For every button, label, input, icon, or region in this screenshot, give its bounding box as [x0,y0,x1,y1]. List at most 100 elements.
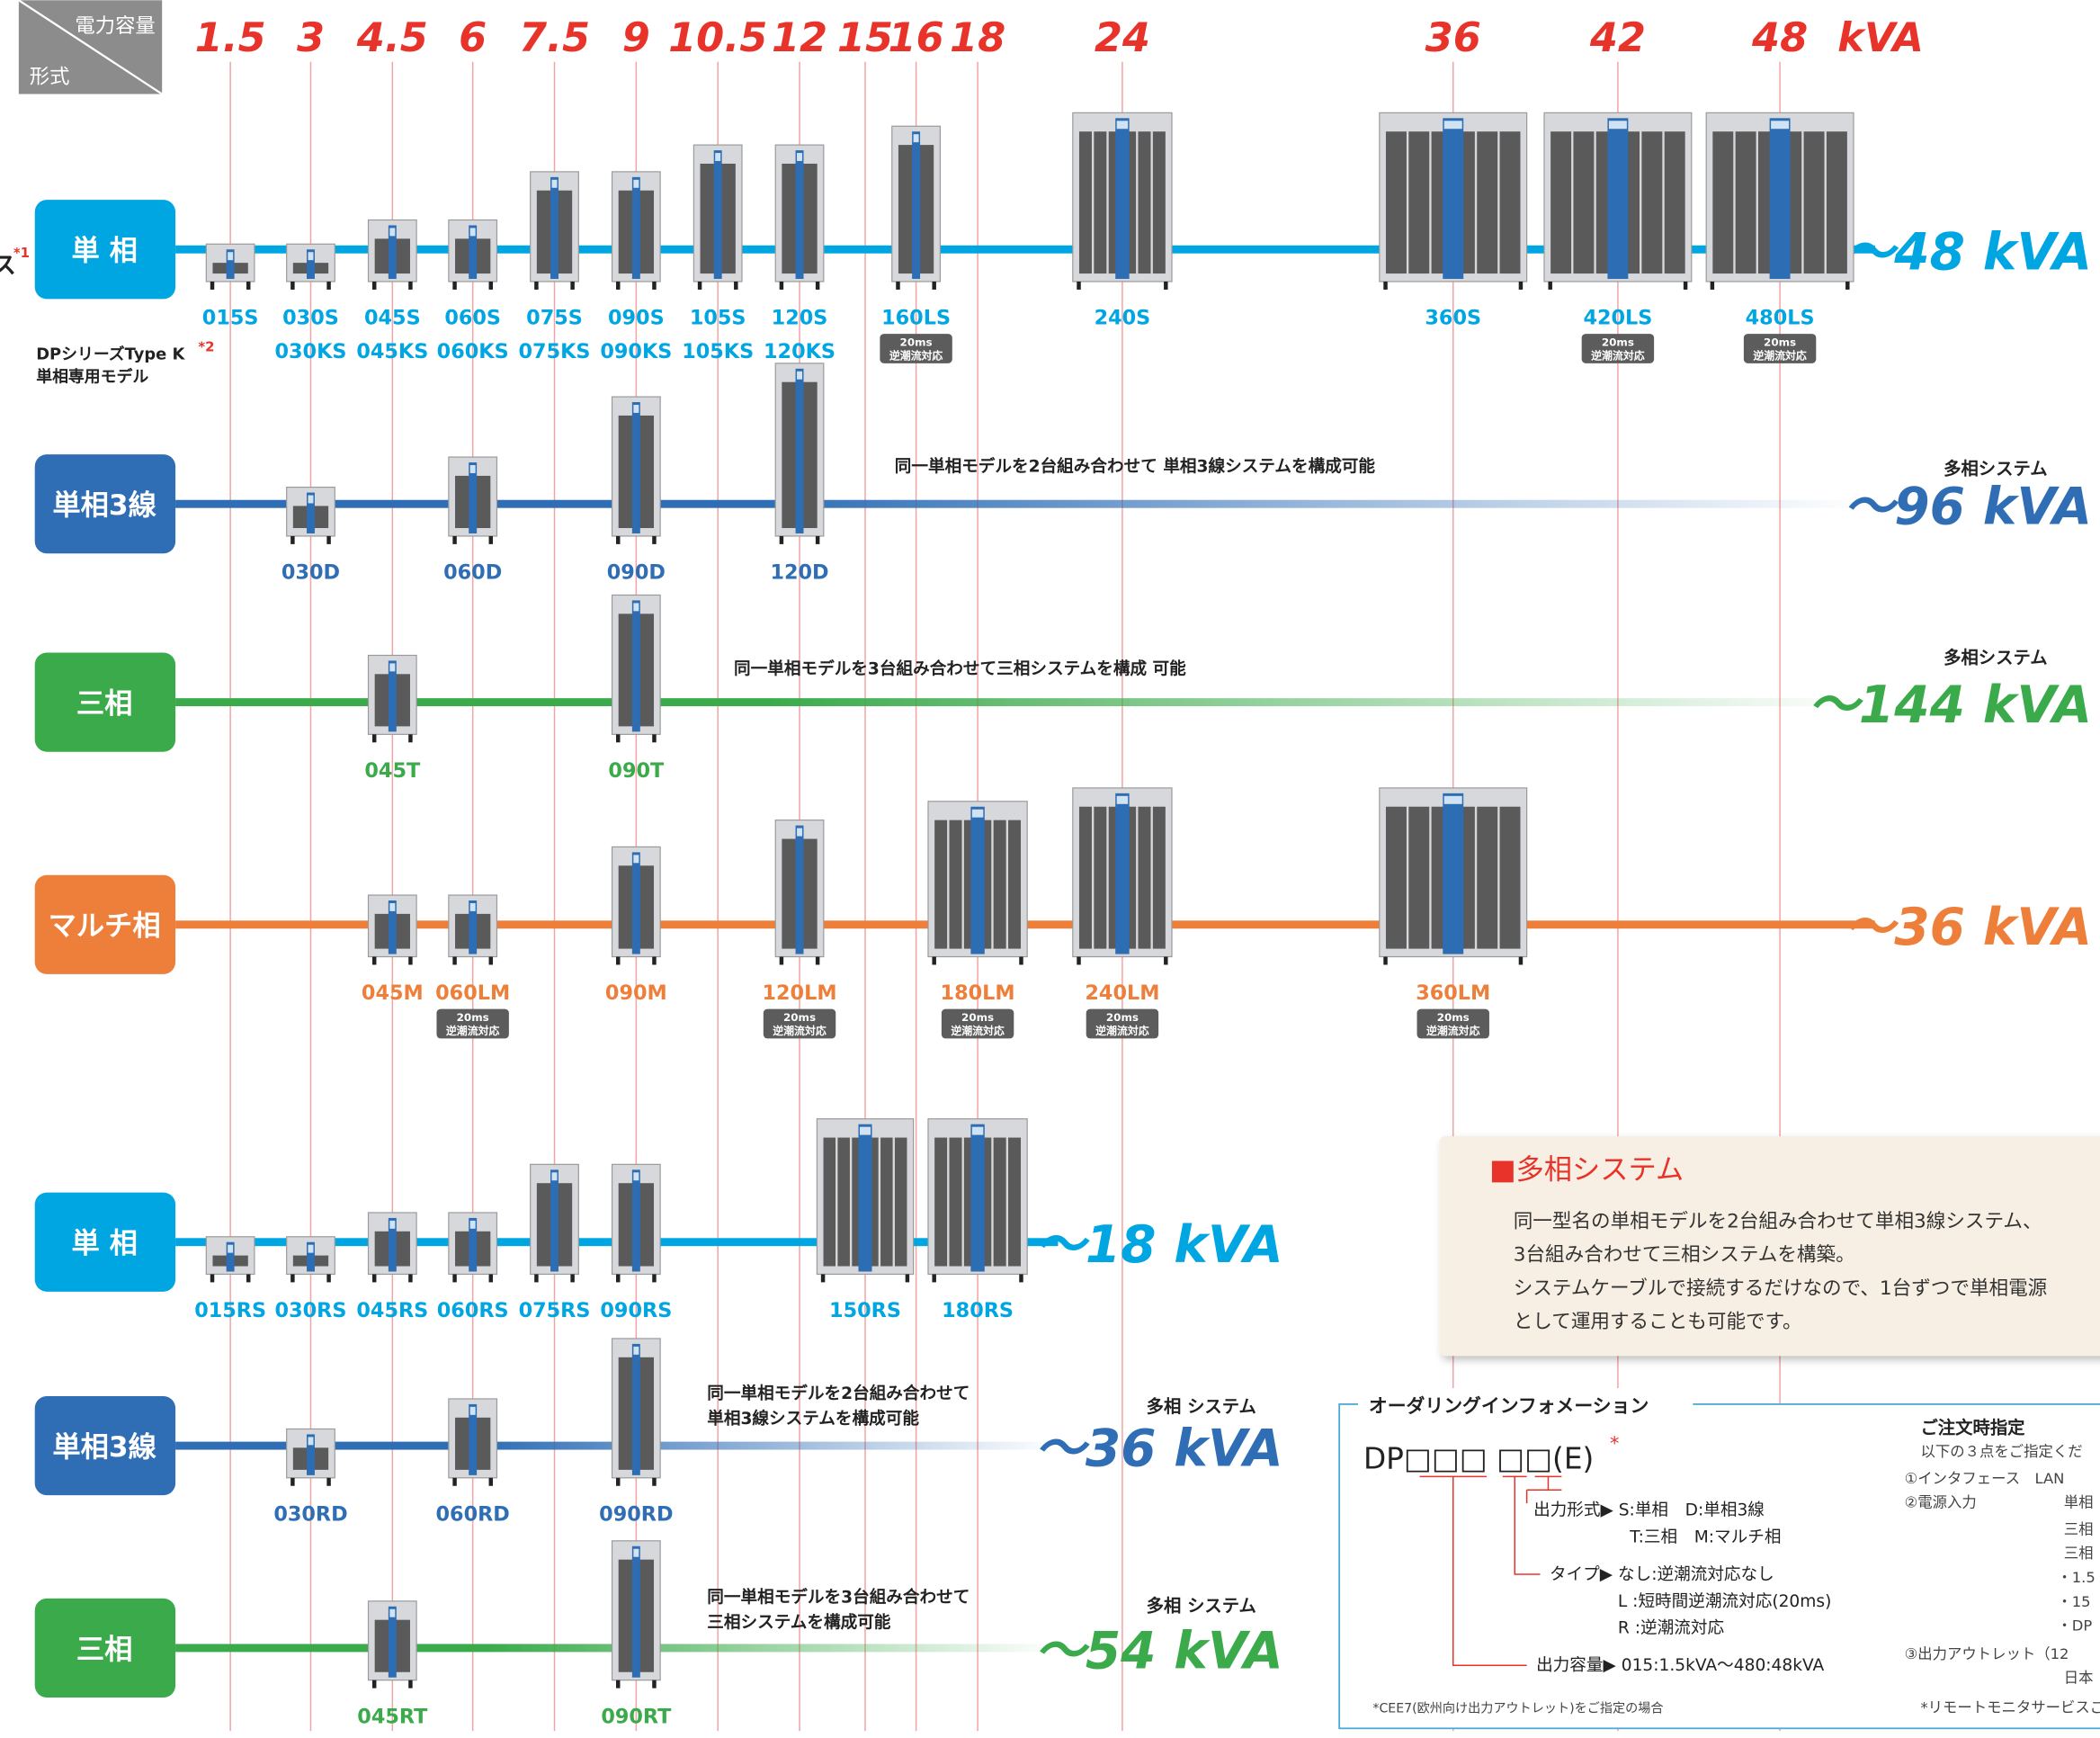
unit-foot [372,734,376,742]
unit-foot [1077,282,1080,290]
unit-screen [633,1347,639,1355]
unit-stripe [1443,118,1463,279]
unit-screen [633,855,639,863]
unit-screen [389,1221,395,1229]
badge-line1: 20ms [457,1011,489,1024]
unit-foot [1383,282,1387,290]
unit-grille [1008,820,1021,949]
unit-foot [489,1274,493,1282]
badge-line2: 逆潮流対応 [1753,349,1807,362]
spec-line: ②電源入力 [1905,1494,1977,1511]
unit-foot [372,282,376,290]
spec-line: ①インタフェース LAN [1905,1470,2065,1487]
model-name: 240LM [1085,981,1159,1005]
multi-box-title: ■多相システム [1489,1154,1684,1187]
capacity-unit: kVA [1837,14,1924,61]
unit-foot [290,1274,294,1282]
unit-foot [326,282,330,290]
row-max: ～96 kVA [1844,478,2092,537]
model-name: 045S [364,307,421,330]
model-name: 420LS [1583,307,1652,330]
model-name: 105S [690,307,746,330]
row-label: 単相3線 [52,1431,156,1464]
badge-line1: 20ms [1106,1011,1139,1024]
unit-screen [552,180,558,188]
unit-foot [780,282,783,290]
unit-screen [633,1172,639,1180]
ordering-line: R :逆潮流対応 [1618,1619,1725,1638]
unit-foot [616,734,620,742]
unit-foot [290,282,294,290]
unit-screen [797,372,802,380]
ordering-line: 出力形式▶ S:単相 D:単相3線 [1533,1501,1765,1520]
multi-box-line: システムケーブルで接続するだけなので、1台ずつで単相電源 [1514,1277,2048,1300]
model-name: 015RS [194,1299,266,1322]
row-max: ～18 kVA [1034,1215,1282,1275]
model-alt: 045KS [356,340,428,363]
unit-foot [616,282,620,290]
unit-screen [633,1549,639,1557]
unit-screen [1444,796,1462,804]
unit-screen [972,1127,983,1135]
spec-line: *リモートモニタサービスご注 [1920,1698,2100,1716]
capacity: 18 [950,14,1005,61]
row-note: 同一単相モデルを3台組み合わせて [707,1587,970,1607]
unit-foot [652,536,656,544]
model-name: 090RT [601,1705,672,1728]
unit-foot [734,282,737,290]
model-name: 090T [608,759,665,783]
row-note: 同一単相モデルを3台組み合わせて三相システムを構成 可能 [734,658,1186,678]
capacity-label: 電力容量 [75,14,155,38]
unit-screen [389,1609,395,1617]
unit-screen [1444,121,1462,129]
model-alt: 075KS [519,340,591,363]
unit-foot [816,536,819,544]
unit-foot [780,957,783,965]
row-max: ～36 kVA [1844,898,2092,957]
model-alt: 105KS [682,340,754,363]
unit-stripe [550,1169,559,1271]
model-name: 090S [608,307,665,330]
row-max: ～54 kVA [1034,1621,1282,1680]
unit-foot [326,1274,330,1282]
unit-grille [1138,131,1150,273]
unit-screen [715,153,720,161]
type-k-mark: *2 [198,338,214,354]
row-group: 多相 システム [1147,1596,1256,1617]
row-label: 単相3線 [52,489,156,522]
row-label: 三相 [76,688,133,721]
unit-foot [1019,957,1023,965]
badge-line1: 20ms [961,1011,994,1024]
capacity: 3 [297,14,325,61]
unit-screen [1117,796,1128,804]
unit-screen [1609,121,1627,129]
unit-foot [489,1478,493,1486]
model-name: 045T [364,759,421,783]
row-max: ～36 kVA [1034,1419,1282,1478]
badge-line2: 逆潮流対応 [951,1025,1005,1037]
model-name: 480LS [1746,307,1815,330]
unit-screen [470,1407,476,1415]
capacity: 7.5 [519,14,590,61]
unit-screen [308,1437,314,1445]
unit-foot [1548,282,1551,290]
model-name: 160LS [881,307,951,330]
unit-screen [308,496,314,504]
model-name: 060S [444,307,501,330]
badge-line2: 逆潮流対応 [446,1025,500,1037]
model-name: 120LM [762,981,836,1005]
unit-grille [1079,131,1092,273]
model-name: 075S [526,307,583,330]
unit-grille [880,1138,893,1267]
badge-line1: 20ms [900,336,933,348]
unit-grille [1153,807,1166,949]
unit-grille [1736,131,1756,273]
unit-screen [389,228,395,236]
capacity: 15 [837,14,893,61]
model-alt: 060KS [437,340,509,363]
unit-foot [1519,282,1523,290]
unit-grille [1641,131,1662,273]
unit-foot [616,1680,620,1689]
unit-stripe [632,177,640,279]
model-name: 240S [1095,307,1151,330]
